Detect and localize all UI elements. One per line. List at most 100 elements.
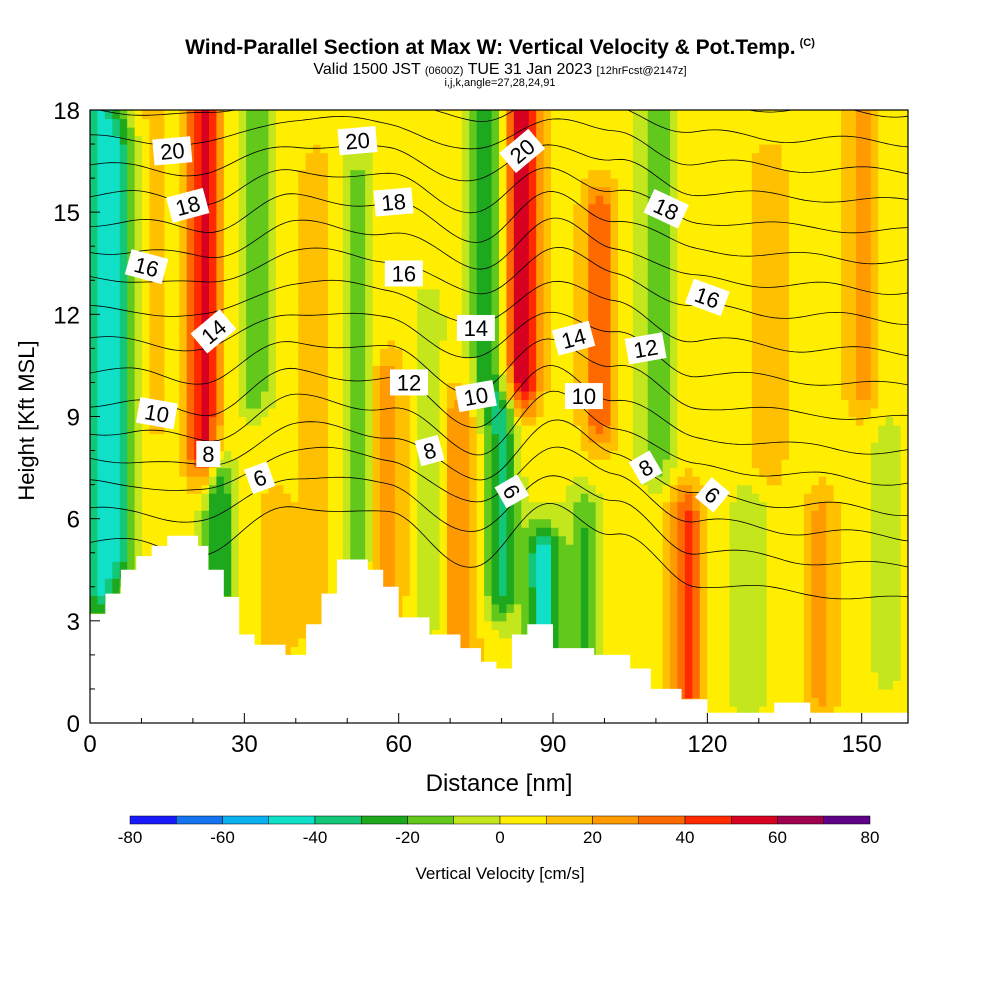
velocity-cell (380, 518, 389, 528)
velocity-cell (127, 365, 136, 375)
velocity-cell (283, 152, 292, 162)
velocity-cell (565, 527, 574, 537)
velocity-cell (432, 212, 441, 222)
velocity-cell (484, 620, 493, 630)
velocity-cell (365, 246, 374, 256)
velocity-cell (491, 510, 500, 520)
velocity-cell (104, 314, 113, 324)
velocity-cell (112, 212, 121, 222)
velocity-cell (521, 527, 530, 537)
velocity-cell (580, 620, 589, 630)
velocity-cell (97, 552, 106, 562)
velocity-cell (528, 510, 537, 520)
velocity-cell (454, 339, 463, 349)
velocity-cell (380, 425, 389, 435)
velocity-cell (238, 442, 247, 452)
velocity-cell (327, 127, 336, 137)
velocity-cell (261, 586, 270, 596)
velocity-cell (499, 561, 508, 571)
velocity-cell (588, 152, 597, 162)
velocity-cell (499, 212, 508, 222)
velocity-cell (268, 382, 277, 392)
velocity-cell (432, 305, 441, 315)
velocity-cell (283, 365, 292, 375)
velocity-cell (171, 305, 180, 315)
velocity-cell (320, 229, 329, 239)
velocity-cell (394, 476, 403, 486)
velocity-cell (595, 578, 604, 588)
velocity-cell (305, 212, 314, 222)
velocity-cell (469, 433, 478, 443)
velocity-cell (573, 195, 582, 205)
velocity-cell (253, 186, 262, 196)
velocity-cell (558, 637, 567, 647)
velocity-cell (327, 161, 336, 171)
velocity-cell (409, 161, 418, 171)
velocity-cell (365, 425, 374, 435)
velocity-cell (186, 271, 195, 281)
velocity-cell (454, 135, 463, 145)
velocity-cell (238, 220, 247, 230)
velocity-cell (565, 459, 574, 469)
velocity-cell (231, 552, 240, 562)
velocity-cell (491, 501, 500, 511)
velocity-cell (432, 178, 441, 188)
velocity-cell (216, 373, 225, 384)
velocity-cell (365, 195, 374, 205)
velocity-cell (283, 476, 292, 486)
velocity-cell (320, 399, 329, 409)
velocity-cell (216, 161, 225, 171)
velocity-cell (573, 578, 582, 588)
velocity-cell (454, 612, 463, 622)
velocity-cell (350, 161, 359, 171)
velocity-cell (439, 135, 448, 145)
velocity-cell (97, 322, 106, 332)
velocity-cell (350, 339, 359, 349)
velocity-cell (417, 535, 426, 545)
velocity-cell (595, 407, 604, 418)
velocity-cell (417, 518, 426, 528)
velocity-cell (432, 229, 441, 239)
velocity-cell (231, 254, 240, 264)
velocity-cell (409, 127, 418, 137)
velocity-cell (521, 535, 530, 545)
velocity-cell (208, 416, 218, 426)
velocity-cell (372, 263, 381, 273)
velocity-cell (350, 322, 359, 332)
velocity-cell (536, 603, 545, 613)
velocity-cell (231, 229, 240, 239)
velocity-cell (417, 237, 426, 247)
velocity-cell (565, 467, 574, 477)
velocity-cell (543, 501, 552, 511)
velocity-cell (298, 271, 307, 281)
velocity-cell (194, 467, 203, 477)
velocity-cell (461, 637, 470, 647)
velocity-cell (357, 544, 366, 554)
velocity-cell (90, 544, 99, 554)
velocity-cell (134, 144, 143, 154)
velocity-cell (432, 603, 441, 613)
velocity-cell (357, 169, 366, 179)
velocity-cell (402, 569, 411, 579)
velocity-cell (365, 433, 374, 443)
velocity-cell (439, 297, 448, 307)
velocity-cell (461, 195, 470, 205)
velocity-cell (342, 195, 351, 205)
velocity-cell (283, 569, 292, 579)
velocity-cell (380, 178, 389, 188)
velocity-cell (432, 365, 441, 375)
velocity-cell (342, 280, 351, 290)
velocity-cell (558, 535, 567, 545)
velocity-cell (112, 339, 121, 349)
velocity-cell (424, 544, 433, 554)
velocity-cell (201, 271, 210, 281)
velocity-cell (558, 161, 567, 171)
velocity-cell (565, 348, 574, 358)
velocity-cell (246, 442, 255, 452)
velocity-cell (112, 569, 121, 579)
velocity-cell (134, 450, 143, 460)
velocity-cell (573, 365, 582, 375)
velocity-cell (119, 331, 128, 341)
velocity-cell (268, 365, 277, 375)
velocity-cell (580, 237, 589, 247)
